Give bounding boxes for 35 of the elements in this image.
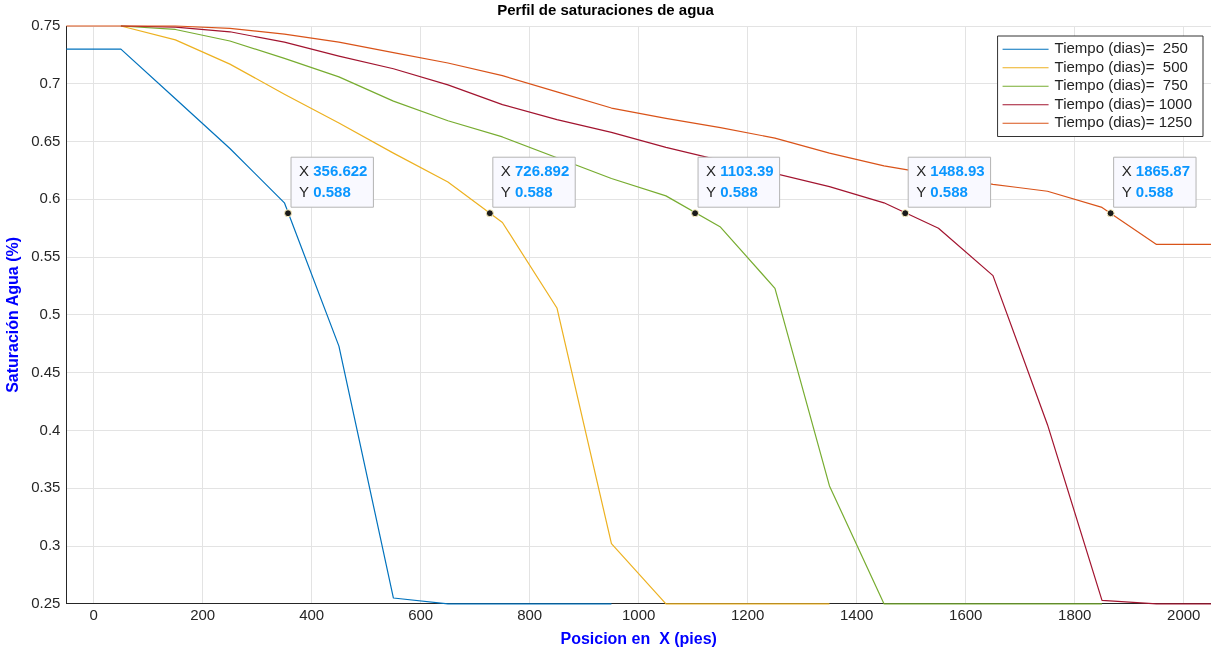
y-tick-label: 0.55 xyxy=(31,247,61,265)
y-tick-label: 0.5 xyxy=(39,305,61,323)
legend-label: Tiempo (dias)= 250 xyxy=(1054,39,1188,57)
legend-label: Tiempo (dias)= 1000 xyxy=(1054,94,1193,112)
y-axis-title: Saturación Agua (%) xyxy=(4,236,22,393)
x-tick-label: 1400 xyxy=(840,605,874,623)
x-tick-label: 1800 xyxy=(1058,605,1092,623)
annotation: X 1488.93 Y 0.588 xyxy=(916,162,985,201)
x-tick-label: 2000 xyxy=(1167,605,1201,623)
y-tick-label: 0.65 xyxy=(31,131,61,149)
annotation: X 1103.39 Y 0.588 xyxy=(706,162,774,201)
x-tick-label: 1600 xyxy=(949,605,983,623)
y-tick-label: 0.7 xyxy=(39,73,61,91)
x-tick-label: 800 xyxy=(517,605,543,623)
y-tick-label: 0.4 xyxy=(39,420,61,438)
y-tick-label: 0.45 xyxy=(31,362,61,380)
x-tick-label: 1000 xyxy=(622,605,656,623)
y-tick-label: 0.3 xyxy=(39,536,61,554)
annotation: X 1865.87 Y 0.588 xyxy=(1121,162,1191,201)
x-tick-label: 600 xyxy=(408,605,434,623)
y-tick-label: 0.35 xyxy=(31,478,61,496)
x-tick-label: 400 xyxy=(299,605,325,623)
legend-label: Tiempo (dias)= 1250 xyxy=(1054,113,1193,131)
legend-label: Tiempo (dias)= 500 xyxy=(1054,57,1188,75)
x-tick-label: 0 xyxy=(89,605,98,623)
legend-label: Tiempo (dias)= 750 xyxy=(1054,76,1188,94)
x-tick-label: 200 xyxy=(190,605,216,623)
annotation: X 356.622 Y 0.588 xyxy=(299,162,368,201)
x-tick-label: 1200 xyxy=(731,605,765,623)
annotation: X 726.892 Y 0.588 xyxy=(500,162,570,201)
x-axis-title: Posicion en X (pies) xyxy=(560,629,717,647)
y-tick-label: 0.75 xyxy=(31,16,61,34)
chart-title: Perfil de saturaciones de agua xyxy=(497,1,715,19)
y-tick-label: 0.25 xyxy=(31,593,61,611)
y-tick-label: 0.6 xyxy=(39,189,61,207)
